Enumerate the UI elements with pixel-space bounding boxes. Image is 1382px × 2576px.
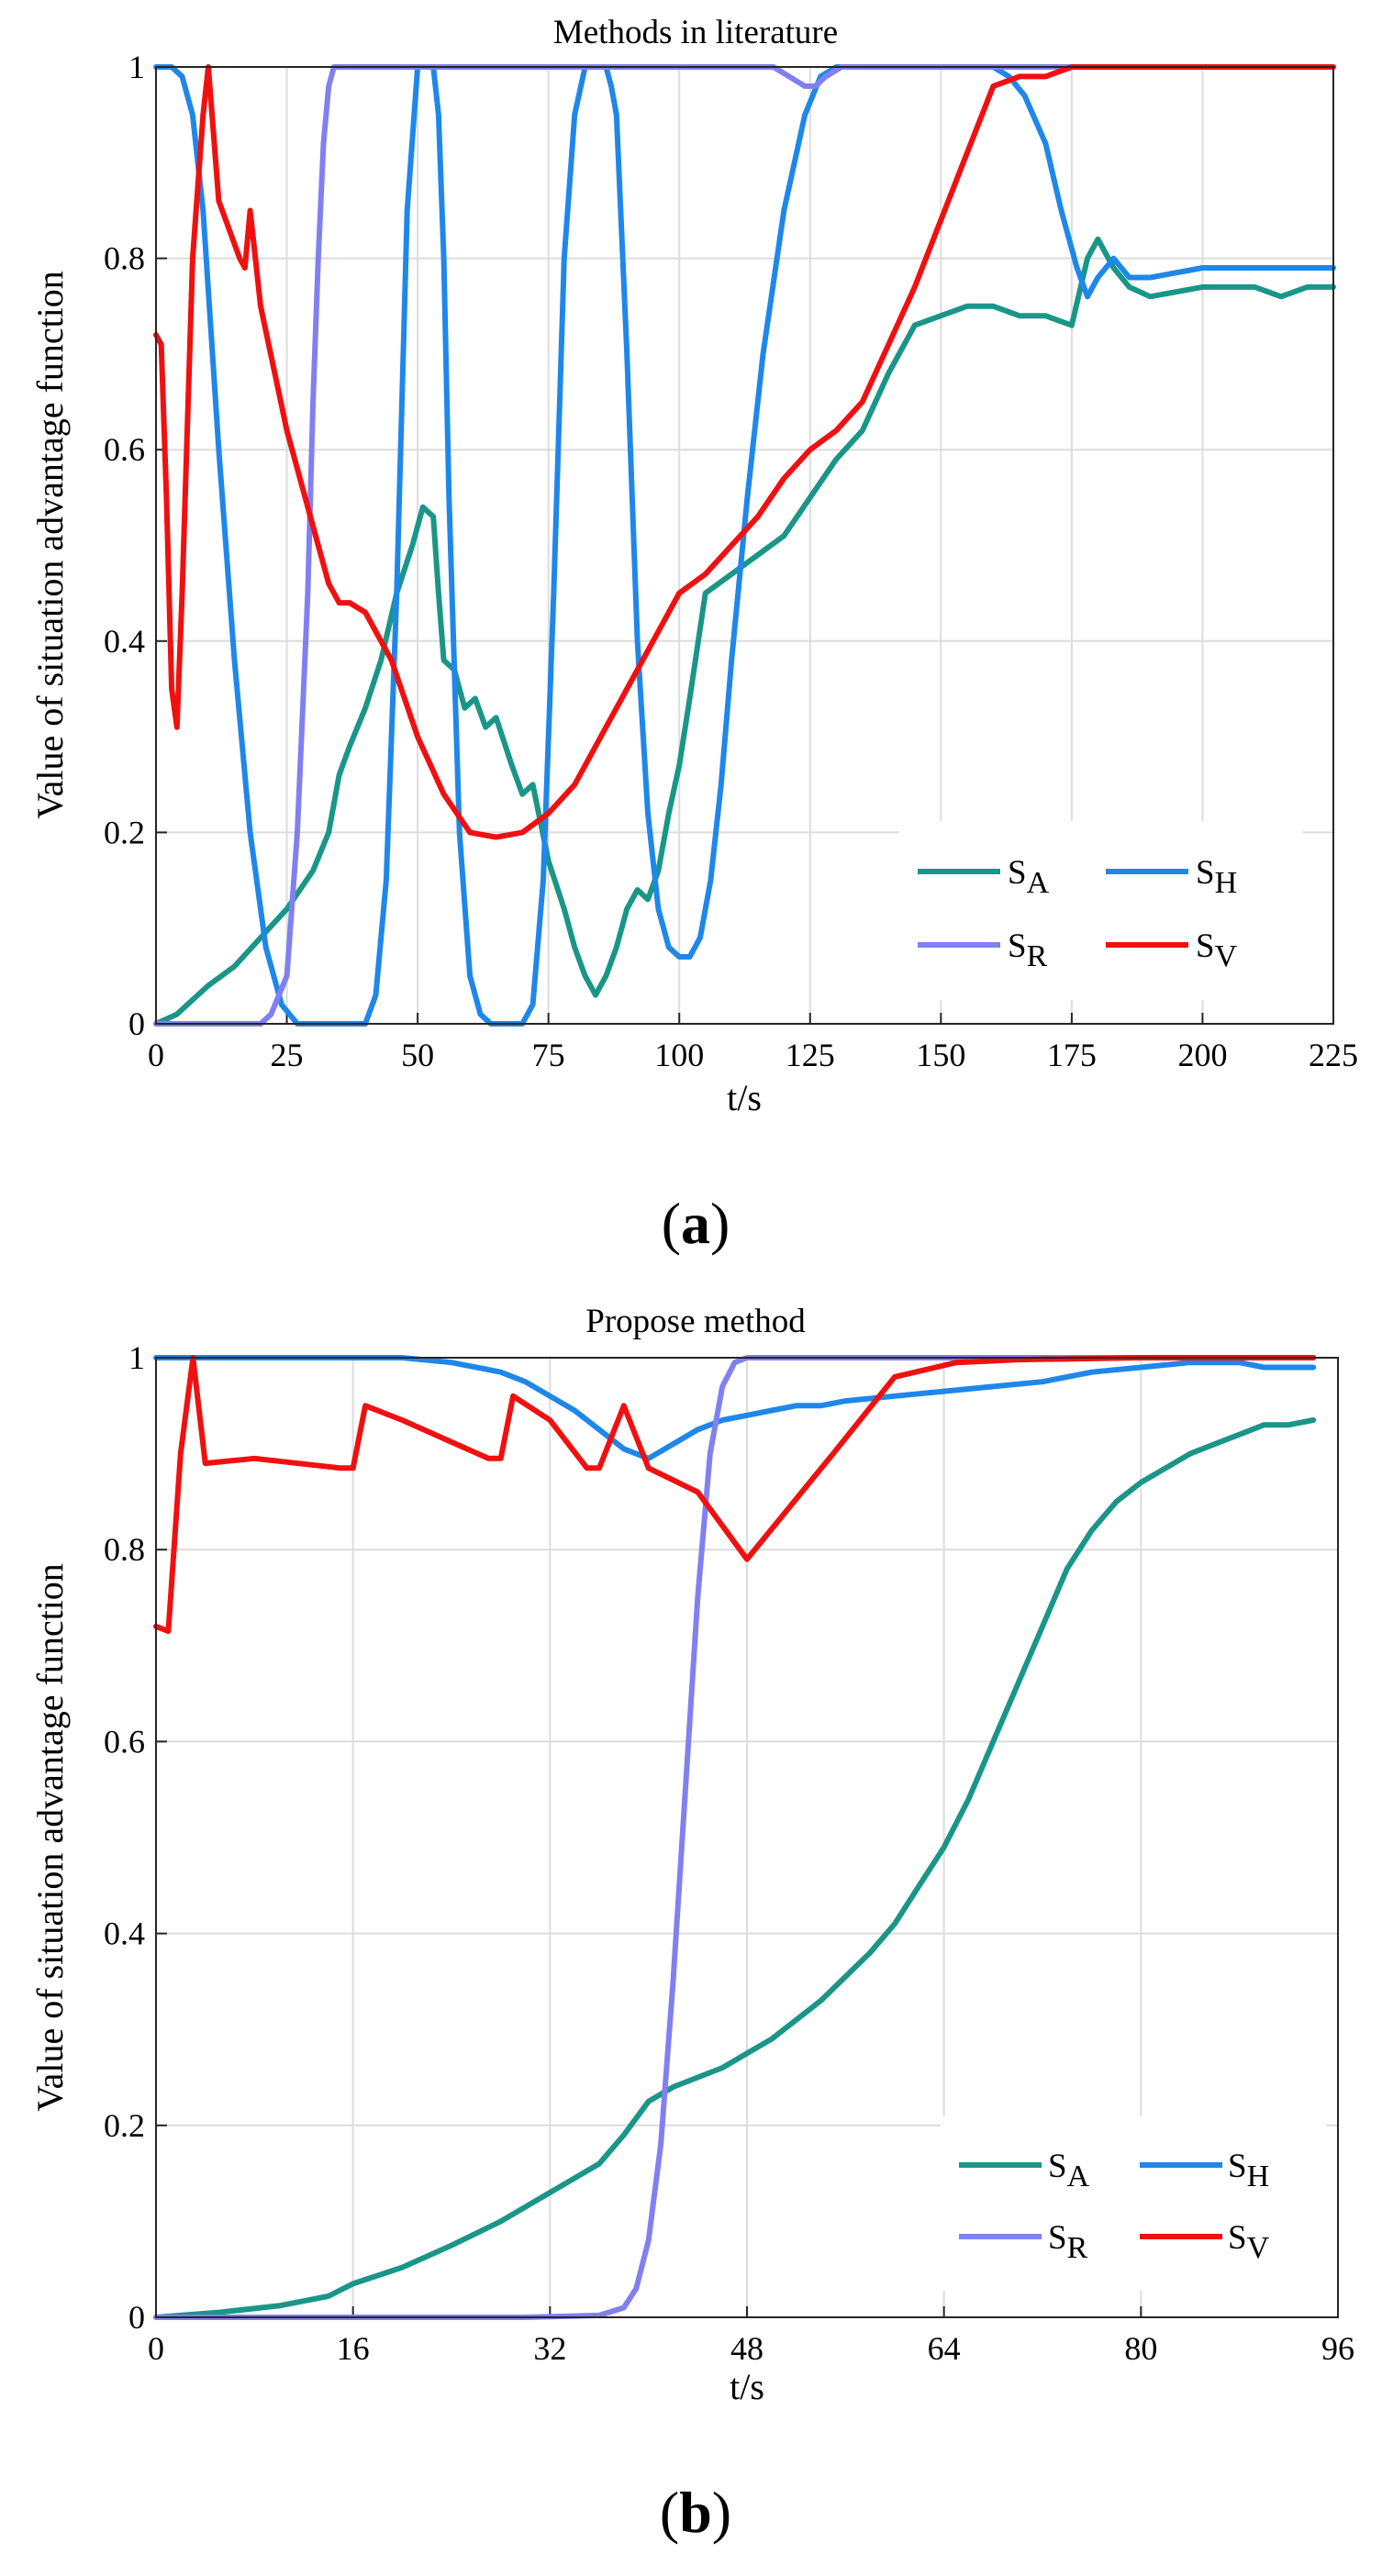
x-tick-label: 75 [532, 1037, 565, 1073]
x-tick-label: 225 [1309, 1037, 1358, 1073]
x-tick-labels: 0 25 50 75 100 125 150 175 200 225 [148, 1037, 1358, 1073]
plot-frame [155, 1357, 1339, 2318]
legend-label: SA [1008, 854, 1050, 900]
legend-label: SA [1048, 2148, 1090, 2193]
y-tick-label: 0.8 [104, 240, 145, 277]
x-axis-label: t/s [730, 2366, 764, 2407]
x-tick-label: 48 [730, 2330, 763, 2367]
x-tick-label: 80 [1124, 2330, 1157, 2367]
chart-title: Methods in literature [553, 14, 838, 51]
legend-label: SH [1196, 854, 1237, 900]
legend-item-s-r: SR [918, 927, 1048, 973]
x-tick-label: 0 [148, 2330, 164, 2367]
legend-item-s-v: SV [1106, 927, 1238, 973]
y-tick-labels: 0 0.2 0.4 0.6 0.8 1 [104, 49, 145, 1042]
chart-propose-method: Propose method 0 16 32 48 64 80 96 00.20.40.60… [29, 1303, 1354, 2545]
x-tick-label: 175 [1047, 1037, 1097, 1073]
series-lines [153, 1355, 1317, 2320]
x-tick-label: 200 [1177, 1037, 1227, 1073]
legend-box [941, 2116, 1326, 2291]
legend: SA SH SR SV [941, 2116, 1326, 2291]
y-tick-label: 0 [128, 2299, 145, 2336]
y-tick-label: 0.2 [104, 814, 145, 850]
chart-title: Propose method [585, 1303, 806, 1340]
y-tick-label: 0.6 [104, 431, 145, 468]
y-tick-label: 0.2 [104, 2107, 145, 2144]
x-tick-label: 16 [337, 2330, 370, 2367]
x-tick-label: 32 [533, 2330, 566, 2367]
series-line-s-a [153, 236, 1336, 1027]
y-axis-label: Value of situation advantage function [29, 1563, 71, 2112]
panel-label-a: (a) [662, 1191, 730, 1256]
series-line-s-h [153, 1355, 1317, 1461]
y-tick-label: 1 [128, 49, 145, 85]
x-tick-label: 0 [148, 1037, 164, 1073]
legend-label: SV [1228, 2219, 1270, 2265]
series-line-s-v [153, 64, 1336, 840]
legend-item-s-a: SA [918, 854, 1050, 900]
legend-label: SH [1228, 2148, 1269, 2193]
series-line-s-v [153, 1355, 1317, 1635]
legend: SA SH SR SV [899, 821, 1303, 1000]
y-tick-label: 0.6 [104, 1723, 145, 1760]
x-axis-label: t/s [727, 1077, 762, 1118]
plot-frame [155, 66, 1334, 1025]
y-tick-label: 0.4 [104, 623, 145, 660]
y-tick-label: 0 [128, 1005, 145, 1042]
y-axis-label: Value of situation advantage function [29, 271, 71, 819]
x-tick-label: 125 [786, 1037, 835, 1073]
y-tick-label: 1 [128, 1339, 145, 1376]
legend-label: SR [1048, 2219, 1088, 2265]
panel-label-b: (b) [660, 2480, 731, 2545]
x-tick-label: 50 [401, 1037, 434, 1073]
y-tick-labels: 0 0.2 0.4 0.6 0.8 1 [104, 1339, 145, 2336]
legend-item-s-v: SV [1140, 2219, 1270, 2265]
y-tick-label: 0.4 [104, 1915, 145, 1952]
legend-label: SR [1008, 927, 1048, 973]
x-tick-label: 96 [1321, 2330, 1354, 2367]
x-tick-labels: 0 16 32 48 64 80 96 [148, 2330, 1354, 2367]
x-tick-label: 100 [654, 1037, 704, 1073]
x-tick-label: 150 [916, 1037, 965, 1073]
x-tick-label: 64 [928, 2330, 961, 2367]
legend-item-s-h: SH [1106, 854, 1237, 900]
x-tick-label: 25 [271, 1037, 304, 1073]
legend-item-s-r: SR [959, 2219, 1088, 2265]
legend-box [899, 821, 1303, 1000]
series-line-s-a [153, 1417, 1317, 2320]
y-tick-label: 0.8 [104, 1531, 145, 1568]
legend-item-s-h: SH [1140, 2148, 1269, 2193]
chart-methods-in-literature: Methods in literature 0 25 50 75 100 125 150 17… [29, 14, 1358, 1256]
legend-label: SV [1196, 927, 1238, 973]
legend-item-s-a: SA [959, 2148, 1090, 2193]
